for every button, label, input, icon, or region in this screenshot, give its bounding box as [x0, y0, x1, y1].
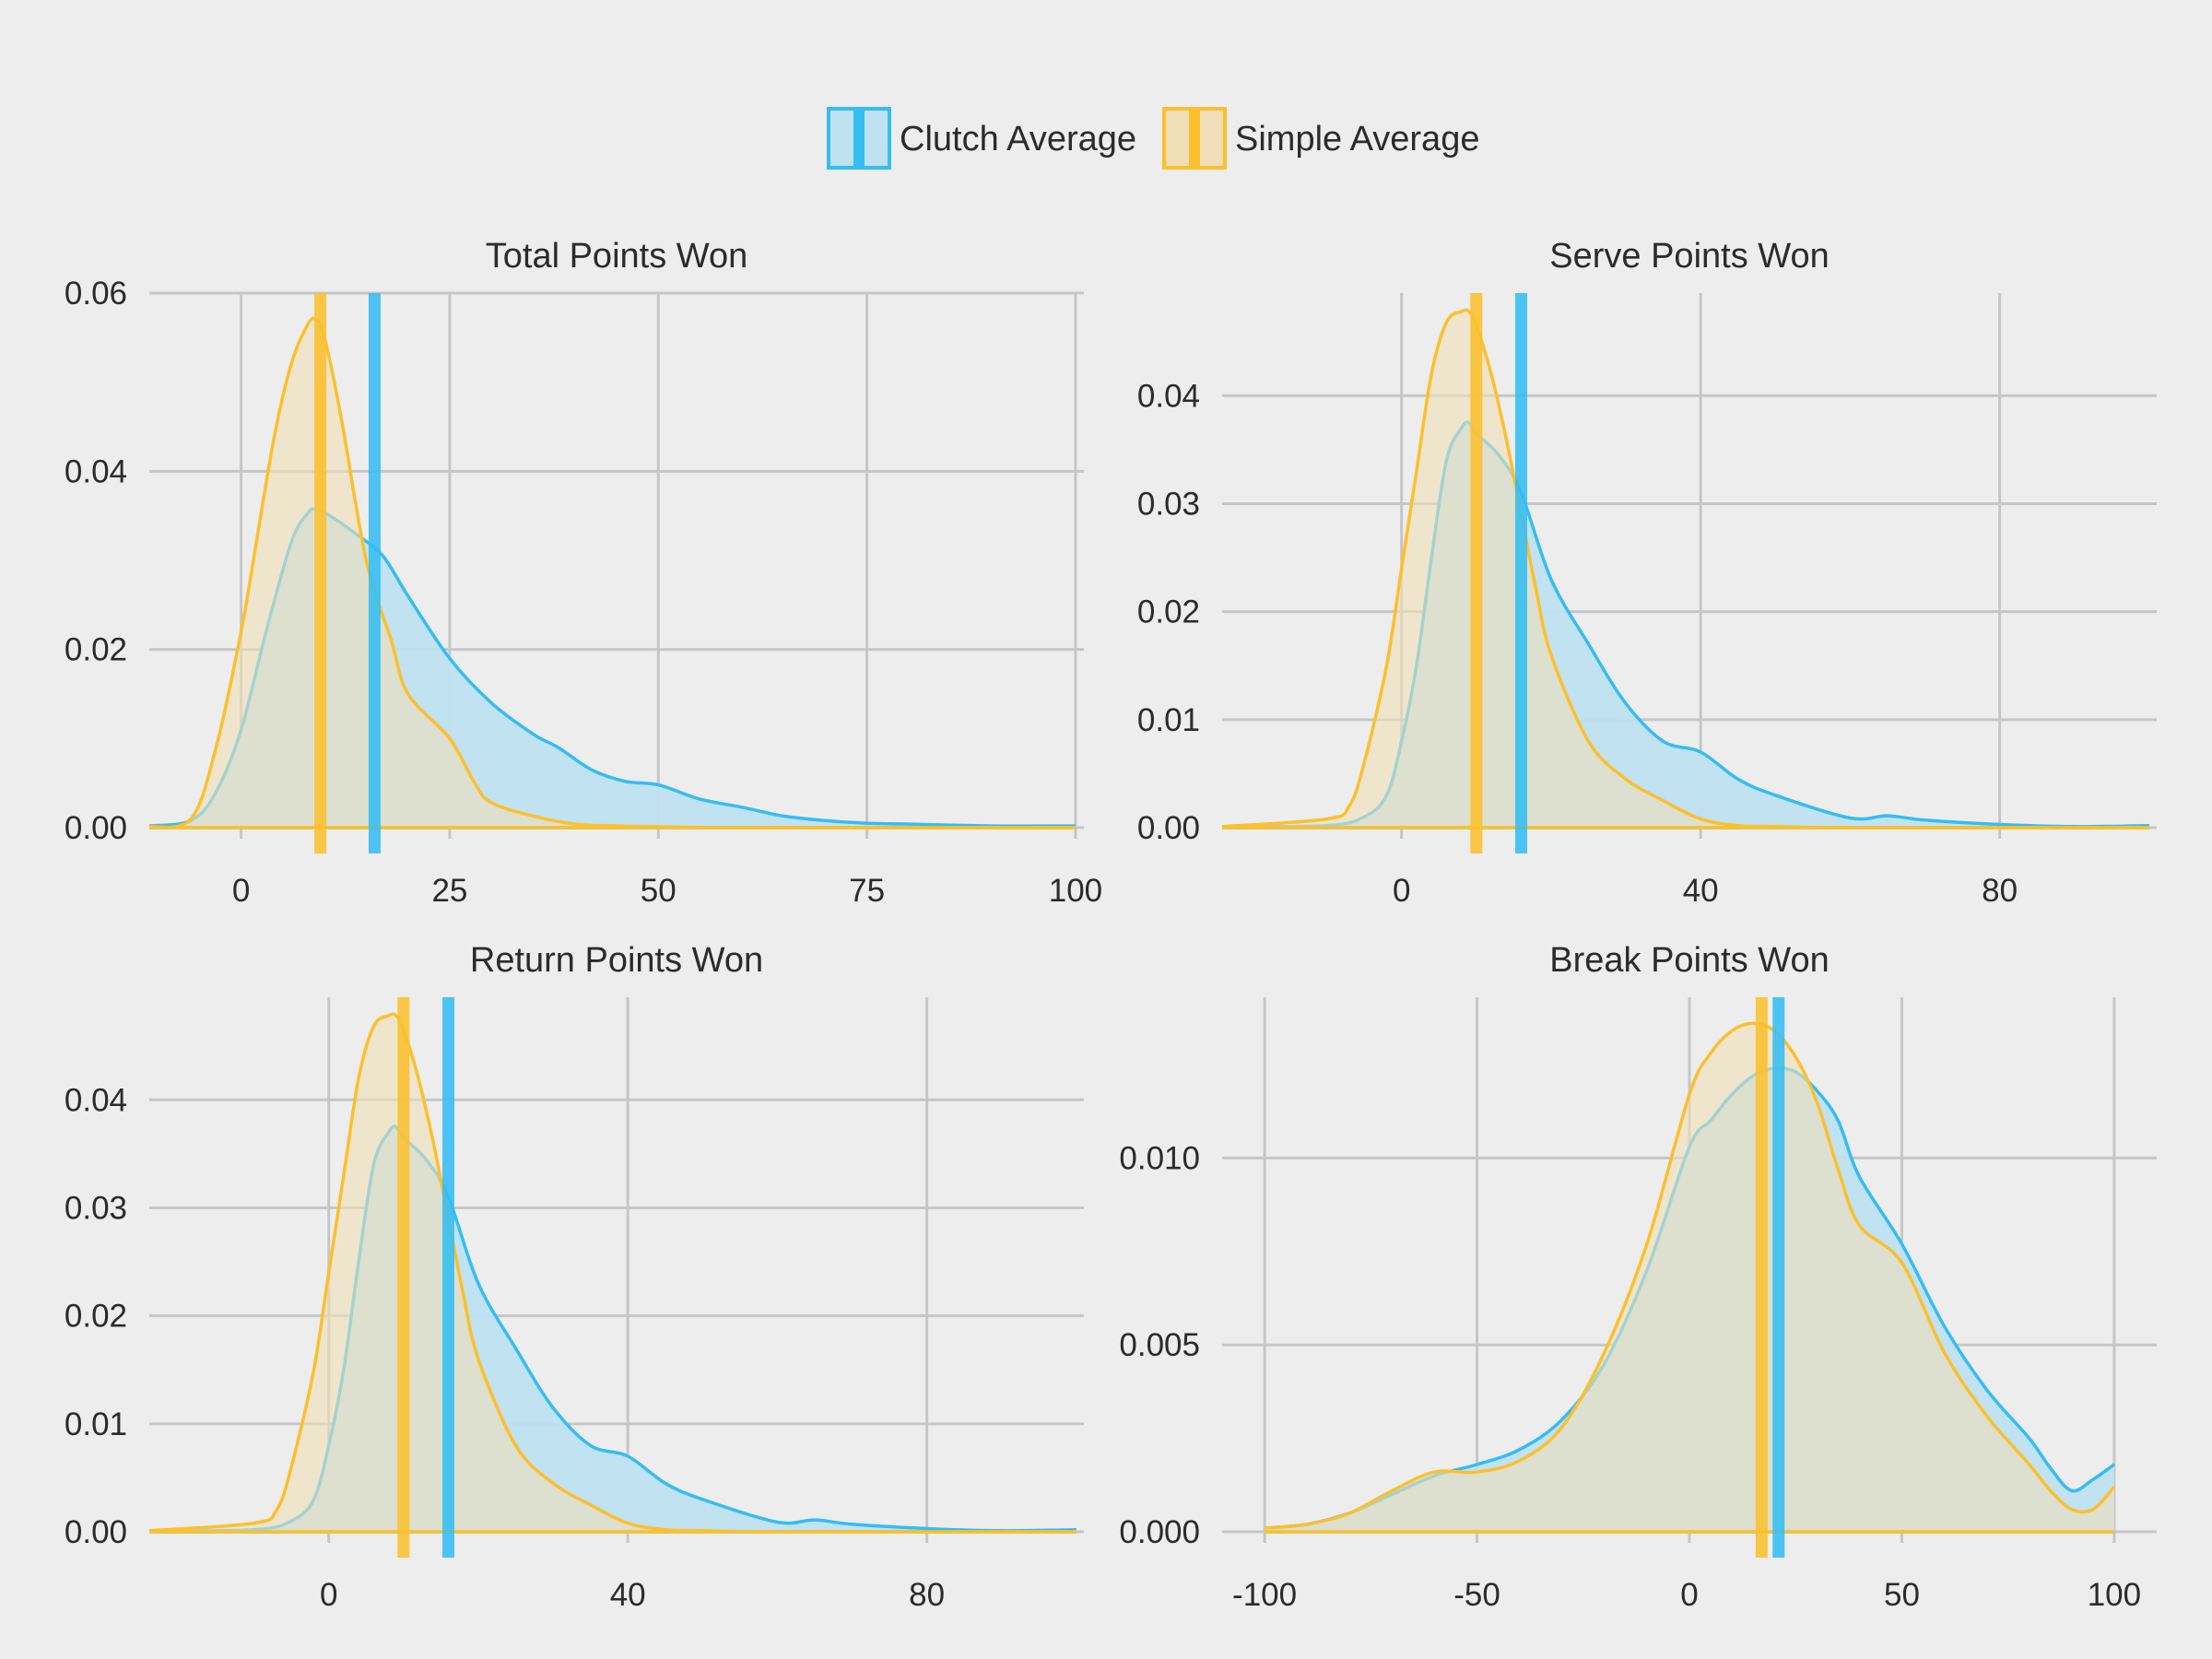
x-tick-label-break-points-won-1: -50 — [1453, 1577, 1500, 1613]
y-tick-label-break-points-won-1: 0.005 — [1119, 1327, 1200, 1363]
panel-serve-points-won: Serve Points Won 0 40 80 0.00 0.01 0.02 0.03 0.0… — [1137, 237, 2157, 909]
x-tick-label-total-points-won-2: 50 — [641, 873, 677, 909]
x-tick-label-total-points-won-3: 75 — [849, 873, 885, 909]
x-tick-label-total-points-won-1: 25 — [431, 873, 467, 909]
y-tick-label-total-points-won-2: 0.04 — [65, 453, 127, 489]
x-tick-label-total-points-won-4: 100 — [1049, 873, 1102, 909]
density-area-simple-return-points-won — [149, 1014, 1077, 1533]
density-area-simple-break-points-won — [1265, 1023, 2114, 1532]
y-tick-label-total-points-won-0: 0.00 — [65, 810, 127, 846]
x-tick-label-return-points-won-0: 0 — [320, 1577, 337, 1613]
density-curve-simple-break-points-won — [1264, 1021, 2116, 1530]
y-tick-label-break-points-won-0: 0.000 — [1119, 1514, 1200, 1550]
y-tick-label-serve-points-won-4: 0.04 — [1137, 378, 1200, 414]
y-tick-label-return-points-won-4: 0.04 — [65, 1082, 127, 1118]
x-tick-label-return-points-won-1: 40 — [610, 1577, 646, 1613]
panel-title-break-points-won: Break Points Won — [1549, 941, 1829, 980]
density-area-simple-serve-points-won — [1222, 310, 2149, 829]
x-tick-label-serve-points-won-2: 80 — [1982, 873, 2018, 909]
density-area-simple-total-points-won — [149, 318, 1076, 829]
x-tick-label-total-points-won-0: 0 — [232, 873, 250, 909]
legend-item-clutch: Clutch Average — [827, 107, 1136, 170]
legend: Clutch Average Simple Average — [827, 107, 1479, 170]
panel-title-serve-points-won: Serve Points Won — [1549, 237, 1829, 276]
x-tick-label-break-points-won-2: 0 — [1680, 1577, 1698, 1613]
y-tick-label-return-points-won-0: 0.00 — [65, 1514, 127, 1550]
legend-label-clutch: Clutch Average — [900, 120, 1136, 159]
panel-break-points-won: Break Points Won -100 -50 0 50 100 0.000 0.005 0… — [1119, 941, 2157, 1613]
y-tick-label-break-points-won-2: 0.010 — [1119, 1140, 1200, 1176]
legend-item-simple: Simple Average — [1162, 107, 1479, 170]
y-tick-label-total-points-won-3: 0.06 — [65, 276, 127, 312]
panels: Total Points Won 0 25 50 75 100 0.00 0.02 0.04 0.… — [65, 237, 2157, 1613]
density-curve-simple-serve-points-won — [1221, 308, 2149, 830]
panel-title-total-points-won: Total Points Won — [486, 237, 747, 276]
x-tick-label-return-points-won-2: 80 — [909, 1577, 945, 1613]
panel-total-points-won: Total Points Won 0 25 50 75 100 0.00 0.02 0.04 0.… — [65, 237, 1102, 909]
y-tick-label-return-points-won-3: 0.03 — [65, 1190, 127, 1226]
legend-swatch-simple-line — [1189, 109, 1200, 168]
x-tick-label-serve-points-won-0: 0 — [1393, 873, 1410, 909]
legend-swatch-clutch-line — [853, 109, 865, 168]
x-tick-label-break-points-won-0: -100 — [1232, 1577, 1297, 1613]
panel-return-points-won: Return Points Won 0 40 80 0.00 0.01 0.02 0.03 0.… — [65, 941, 1084, 1613]
x-tick-label-break-points-won-4: 100 — [2088, 1577, 2141, 1613]
x-tick-label-break-points-won-3: 50 — [1884, 1577, 1920, 1613]
y-tick-label-serve-points-won-0: 0.00 — [1137, 810, 1200, 846]
y-tick-label-return-points-won-2: 0.02 — [65, 1299, 127, 1335]
legend-label-simple: Simple Average — [1235, 120, 1479, 159]
density-curve-simple-return-points-won — [148, 1012, 1077, 1534]
x-tick-label-serve-points-won-1: 40 — [1683, 873, 1719, 909]
panel-title-return-points-won: Return Points Won — [470, 941, 763, 980]
y-tick-label-return-points-won-1: 0.01 — [65, 1406, 127, 1442]
y-tick-label-serve-points-won-1: 0.01 — [1137, 702, 1200, 738]
y-tick-label-serve-points-won-3: 0.03 — [1137, 486, 1200, 522]
y-tick-label-total-points-won-1: 0.02 — [65, 632, 127, 668]
y-tick-label-serve-points-won-2: 0.02 — [1137, 594, 1200, 630]
